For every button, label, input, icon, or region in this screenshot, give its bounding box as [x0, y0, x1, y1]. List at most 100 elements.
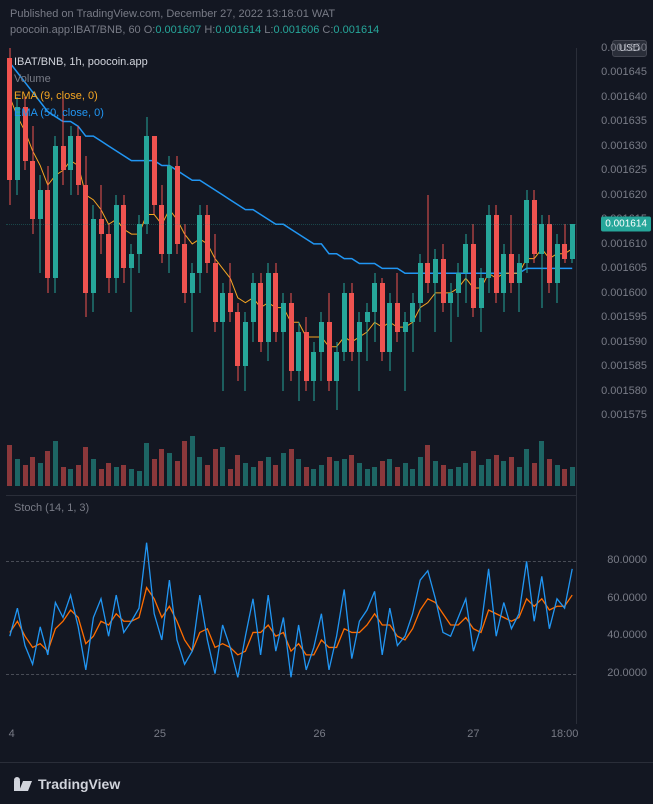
ema9-label: EMA (9, close, 0)	[14, 88, 148, 105]
candle-body	[380, 283, 385, 352]
price-axis[interactable]: USD 0.0016500.0016450.0016400.0016350.00…	[583, 48, 653, 486]
published-line: Published on TradingView.com, December 2…	[10, 6, 643, 22]
stoch-tick: 20.0000	[607, 667, 647, 679]
stoch-tick: 40.0000	[607, 629, 647, 641]
candle-body	[243, 322, 248, 366]
time-axis[interactable]: 425262718:00	[6, 724, 576, 748]
time-tick: 4	[9, 728, 15, 740]
candle-body	[509, 254, 514, 283]
volume-bar	[159, 449, 164, 486]
volume-bar	[296, 459, 301, 486]
volume-bar	[273, 465, 278, 486]
volume-bar	[304, 467, 309, 486]
volume-bar	[456, 467, 461, 486]
candle-body	[555, 244, 560, 283]
candle-body	[289, 303, 294, 372]
candle-body	[433, 259, 438, 283]
time-tick: 18:00	[551, 728, 579, 740]
time-tick: 25	[154, 728, 166, 740]
candle-body	[38, 190, 43, 219]
volume-bar	[68, 469, 73, 486]
volume-bar	[327, 457, 332, 486]
tradingview-logo-icon	[14, 777, 32, 791]
ema50-label: EMA (50, close, 0)	[14, 105, 148, 122]
volume-bar	[395, 467, 400, 486]
candle-body	[562, 244, 567, 259]
candle-body	[99, 219, 104, 234]
candle-body	[266, 273, 271, 342]
candle-body	[235, 312, 240, 366]
volume-bar	[243, 463, 248, 486]
candle-body	[471, 244, 476, 308]
tradingview-logo[interactable]: TradingView	[14, 776, 120, 792]
price-tick: 0.001580	[601, 385, 647, 397]
candle-body	[365, 312, 370, 322]
candle-body	[83, 185, 88, 293]
candle-body	[327, 322, 332, 381]
volume-bar	[182, 441, 187, 486]
volume-bar	[45, 451, 50, 486]
stoch-axis[interactable]: 20.000040.000060.000080.0000	[583, 495, 653, 720]
price-tick: 0.001600	[601, 287, 647, 299]
volume-bar	[517, 467, 522, 486]
candle-body	[167, 166, 172, 254]
candle-body	[570, 224, 575, 258]
candle-body	[76, 136, 81, 185]
volume-label: Volume	[14, 71, 148, 88]
time-tick: 26	[313, 728, 325, 740]
candle-body	[182, 244, 187, 293]
brand-text: TradingView	[38, 776, 120, 792]
candle-body	[494, 215, 499, 293]
volume-bar	[175, 461, 180, 486]
volume-bar	[197, 457, 202, 486]
candle-body	[425, 263, 430, 283]
stoch-panel[interactable]: Stoch (14, 1, 3)	[6, 495, 576, 720]
candle-body	[547, 224, 552, 283]
volume-bar	[220, 447, 225, 486]
volume-bar	[410, 469, 415, 486]
price-tick: 0.001645	[601, 66, 647, 78]
volume-bar	[334, 461, 339, 486]
candle-body	[311, 352, 316, 381]
chart-overlay-labels: IBAT/BNB, 1h, poocoin.app Volume EMA (9,…	[14, 54, 148, 122]
candle-body	[524, 200, 529, 264]
volume-bar	[425, 445, 430, 486]
candle-body	[106, 234, 111, 278]
volume-bar	[53, 441, 58, 486]
volume-bar	[23, 465, 28, 486]
candle-body	[517, 263, 522, 283]
ohlc-close: 0.001614	[333, 24, 379, 36]
last-price-badge: 0.001614	[601, 217, 651, 232]
candle-body	[273, 273, 278, 332]
ohlc-open: 0.001607	[155, 24, 201, 36]
volume-bar	[213, 449, 218, 486]
volume-bar	[114, 467, 119, 486]
volume-bar	[258, 461, 263, 486]
stoch-label: Stoch (14, 1, 3)	[14, 502, 89, 514]
candle-body	[532, 200, 537, 254]
volume-bar	[479, 465, 484, 486]
volume-bar	[433, 461, 438, 486]
volume-bar	[129, 469, 134, 486]
volume-bar	[251, 467, 256, 486]
candle-body	[403, 322, 408, 332]
candle-body	[334, 352, 339, 381]
candle-body	[448, 293, 453, 303]
volume-bar	[387, 459, 392, 486]
candle-body	[159, 205, 164, 254]
price-chart[interactable]: IBAT/BNB, 1h, poocoin.app Volume EMA (9,…	[6, 48, 576, 486]
volume-bar	[403, 463, 408, 486]
volume-bar	[372, 467, 377, 486]
volume-bar	[463, 463, 468, 486]
candle-body	[251, 283, 256, 322]
volume-bar	[281, 453, 286, 486]
volume-bar	[539, 441, 544, 486]
volume-bar	[555, 465, 560, 486]
candle-body	[258, 283, 263, 342]
volume-bar	[486, 459, 491, 486]
volume-bar	[441, 465, 446, 486]
ohlc-high: 0.001614	[215, 24, 261, 36]
last-price-line	[6, 224, 576, 225]
candle-body	[501, 254, 506, 293]
volume-bar	[152, 459, 157, 486]
